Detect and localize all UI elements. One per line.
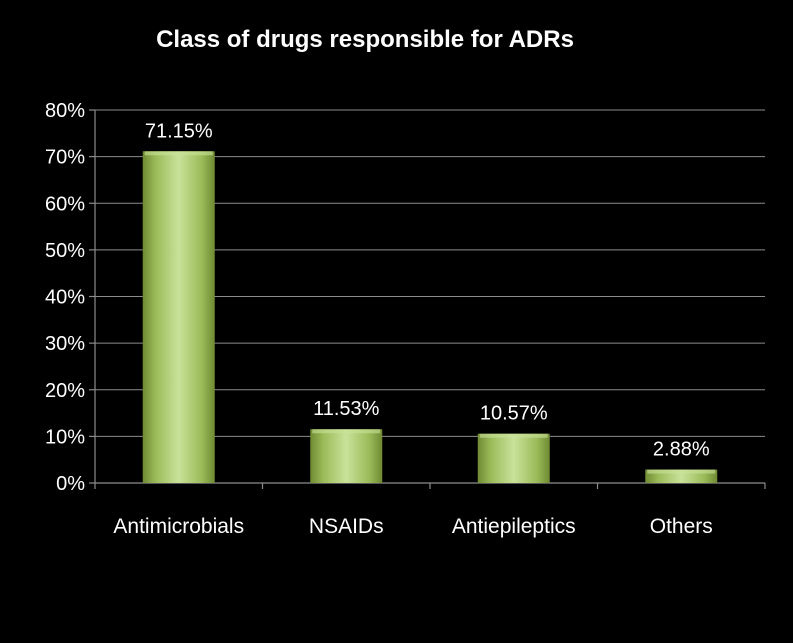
chart-title: Class of drugs responsible for ADRs xyxy=(156,26,574,53)
data-label: 2.88% xyxy=(653,439,710,461)
bar-top-bevel xyxy=(144,151,213,156)
y-tick-label: 40% xyxy=(45,287,85,309)
data-labels: 71.15% 11.53% 10.57% 2.88% xyxy=(145,120,710,460)
x-category-label: NSAIDs xyxy=(309,515,384,538)
y-tick-label: 30% xyxy=(45,333,85,355)
bar-top-bevel xyxy=(647,469,716,474)
data-label: 11.53% xyxy=(313,398,380,420)
y-tick-label: 70% xyxy=(45,147,85,169)
data-label: 71.15% xyxy=(145,120,213,142)
y-tick-label: 0% xyxy=(56,473,85,495)
y-axis-ticks: 0% 10% 20% 30% 40% 50% 60% 70% 80% xyxy=(45,100,95,495)
y-tick-label: 10% xyxy=(45,426,85,448)
y-tick-label: 20% xyxy=(45,380,85,402)
x-category-label: Antiepileptics xyxy=(452,515,576,538)
x-axis-categories: Antimicrobials NSAIDs Antiepileptics Others xyxy=(113,515,712,538)
bar-nsaids xyxy=(310,429,383,483)
bar-top-bevel xyxy=(312,429,381,434)
bars xyxy=(142,151,718,483)
x-category-label: Others xyxy=(650,515,713,538)
x-category-label: Antimicrobials xyxy=(113,515,244,538)
y-tick-label: 50% xyxy=(45,240,85,262)
bar-antimicrobials xyxy=(142,151,215,483)
y-tick-label: 80% xyxy=(45,100,85,122)
bar-top-bevel xyxy=(479,433,548,438)
y-tick-label: 60% xyxy=(45,193,85,215)
data-label: 10.57% xyxy=(480,403,548,425)
bar-antiepileptics xyxy=(477,433,550,483)
